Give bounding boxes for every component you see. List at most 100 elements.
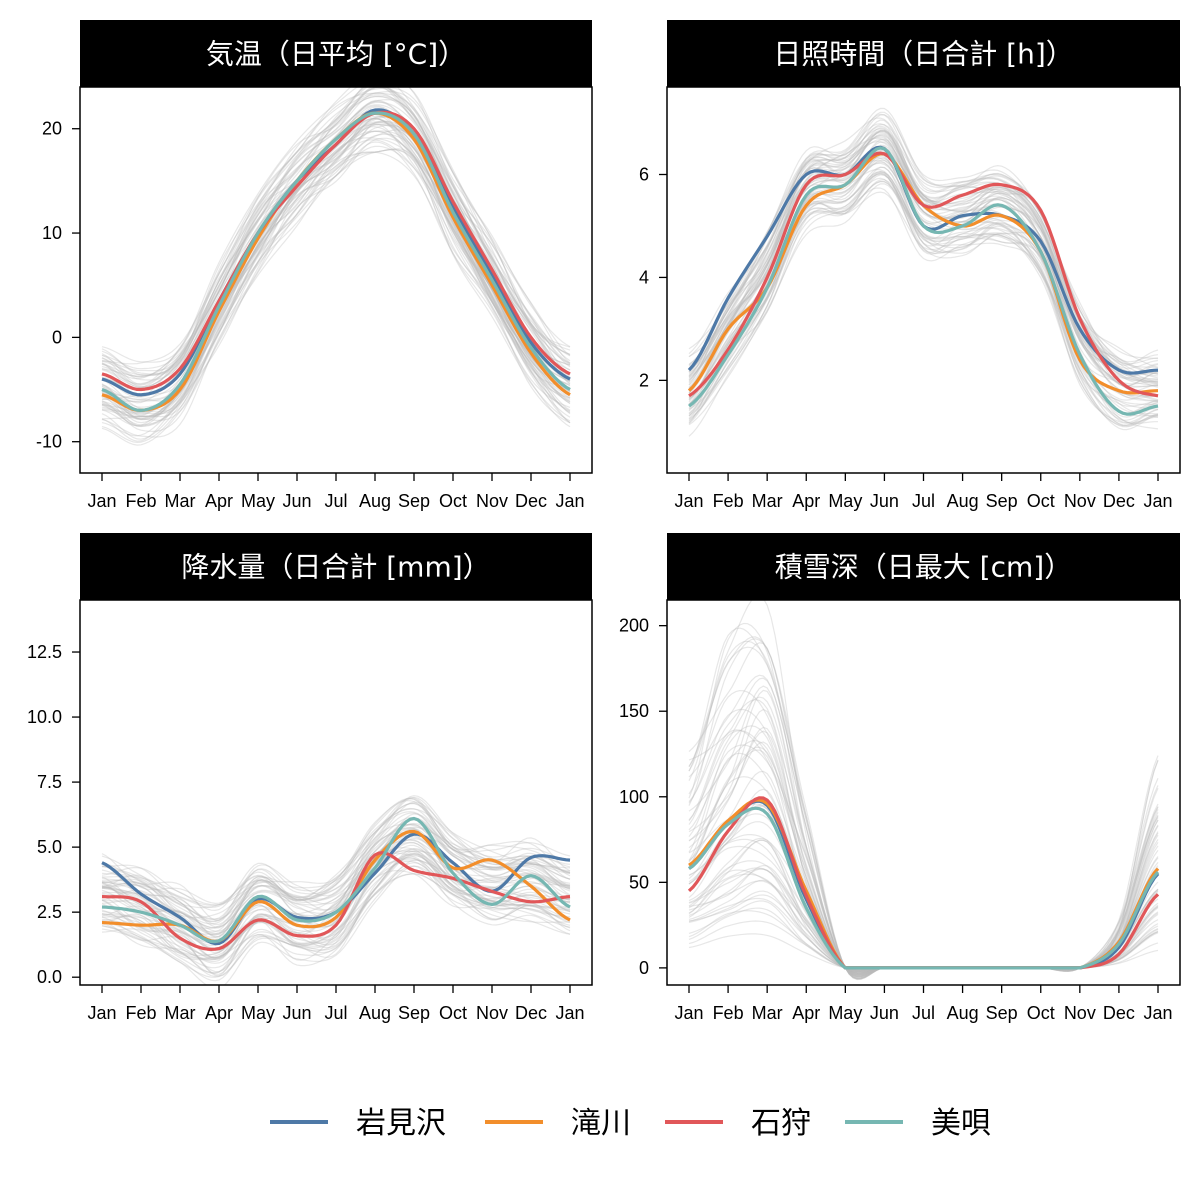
background-year-line bbox=[101, 797, 571, 906]
background-year-line bbox=[102, 855, 571, 951]
background-year-line bbox=[688, 107, 1159, 366]
background-year-line bbox=[101, 800, 571, 912]
x-tick-label: Mar bbox=[165, 491, 196, 511]
background-year-line bbox=[688, 170, 1159, 430]
y-tick-label: 0.0 bbox=[37, 967, 62, 987]
background-year-line bbox=[101, 123, 571, 426]
background-year-line bbox=[688, 148, 1159, 378]
background-year-line bbox=[101, 92, 571, 376]
legend-label: 滝川 bbox=[571, 1106, 631, 1141]
x-tick-label: Feb bbox=[125, 1003, 156, 1023]
panel-title: 日照時間（日合計 [h]） bbox=[773, 38, 1074, 71]
x-tick-label: May bbox=[828, 1003, 862, 1023]
background-year-line bbox=[688, 741, 1159, 976]
background-year-line bbox=[688, 172, 1159, 427]
series-line-4 bbox=[101, 816, 571, 944]
plot-area bbox=[687, 600, 1160, 981]
background-year-line bbox=[688, 837, 1159, 973]
panel-3: 降水量（日合計 [mm]） Jan Feb Mar Apr May Jun Jul Aug Sep… bbox=[27, 533, 593, 1023]
x-tick-label: Nov bbox=[1064, 1003, 1096, 1023]
x-tick-label: Jan bbox=[674, 491, 703, 511]
background-year-line bbox=[101, 828, 571, 941]
background-year-line bbox=[688, 868, 1159, 971]
background-year-line bbox=[101, 87, 571, 364]
background-year-line bbox=[101, 129, 571, 428]
background-year-line bbox=[688, 839, 1159, 972]
background-year-line bbox=[101, 859, 571, 974]
x-tick-label: Oct bbox=[439, 491, 467, 511]
background-year-line bbox=[688, 900, 1159, 971]
background-year-line bbox=[688, 907, 1159, 971]
background-year-line bbox=[101, 839, 571, 943]
background-year-line bbox=[101, 87, 571, 365]
x-tick-label: May bbox=[241, 1003, 275, 1023]
x-tick-label: Sep bbox=[986, 491, 1018, 511]
background-year-line bbox=[101, 834, 571, 935]
background-year-line bbox=[101, 87, 571, 380]
series-line-3 bbox=[101, 851, 571, 951]
series-line-1 bbox=[688, 799, 1160, 970]
x-tick-label: Dec bbox=[1103, 1003, 1135, 1023]
background-year-line bbox=[101, 796, 571, 921]
background-year-line bbox=[688, 179, 1159, 426]
legend-item: 美唄 bbox=[845, 1106, 991, 1141]
background-year-line bbox=[101, 87, 571, 388]
panel-strip bbox=[667, 533, 1180, 600]
background-year-line bbox=[688, 130, 1159, 384]
background-year-line bbox=[101, 104, 571, 398]
background-year-line bbox=[101, 95, 571, 391]
y-tick-label: 4 bbox=[639, 267, 649, 287]
background-year-line bbox=[688, 114, 1159, 363]
background-year-line bbox=[688, 180, 1159, 422]
y-tick-label: 2 bbox=[639, 370, 649, 390]
background-year-line bbox=[101, 148, 571, 438]
background-year-line bbox=[688, 154, 1159, 410]
background-year-line bbox=[688, 725, 1159, 976]
legend-item: 滝川 bbox=[485, 1106, 631, 1141]
panels: 気温（日平均 [°C]） Jan Feb Mar Apr May Jun Jul Aug Sep O… bbox=[27, 20, 1181, 1023]
x-tick-label: Jan bbox=[87, 491, 116, 511]
panel-strip bbox=[80, 20, 592, 87]
background-year-line bbox=[688, 839, 1159, 972]
background-year-line bbox=[101, 801, 571, 923]
x-tick-label: Nov bbox=[476, 491, 508, 511]
x-tick-label: Aug bbox=[947, 1003, 979, 1023]
series-line-3 bbox=[687, 796, 1160, 970]
x-tick-label: Jan bbox=[1143, 491, 1172, 511]
background-year-line bbox=[101, 852, 571, 960]
background-year-line bbox=[688, 910, 1159, 971]
background-year-line bbox=[688, 138, 1159, 394]
background-year-line bbox=[101, 850, 571, 961]
panel-strip bbox=[80, 533, 592, 600]
background-year-line bbox=[101, 827, 571, 952]
x-tick-label: Jun bbox=[282, 1003, 311, 1023]
x-tick-label: Sep bbox=[398, 1003, 430, 1023]
background-year-line bbox=[101, 91, 571, 375]
background-year-line bbox=[102, 808, 571, 909]
background-year-line bbox=[101, 126, 571, 418]
background-year-line bbox=[101, 837, 571, 932]
x-tick-label: Nov bbox=[1064, 491, 1096, 511]
background-year-line bbox=[101, 87, 571, 377]
background-year-line bbox=[101, 807, 571, 919]
x-tick-label: Mar bbox=[165, 1003, 196, 1023]
background-year-line bbox=[688, 845, 1159, 973]
background-year-line bbox=[101, 846, 571, 959]
background-year-line bbox=[101, 130, 571, 415]
x-tick-label: Mar bbox=[752, 491, 783, 511]
panel-title: 降水量（日合計 [mm]） bbox=[181, 551, 490, 584]
y-tick-label: -10 bbox=[36, 432, 62, 452]
background-year-line bbox=[688, 879, 1159, 971]
x-tick-label: Jan bbox=[1143, 1003, 1172, 1023]
background-year-line bbox=[101, 850, 571, 957]
x-tick-label: Jun bbox=[870, 491, 899, 511]
background-year-line bbox=[101, 797, 571, 921]
x-tick-label: Jun bbox=[282, 491, 311, 511]
background-year-line bbox=[688, 183, 1159, 426]
x-tick-label: Aug bbox=[947, 491, 979, 511]
background-year-line bbox=[101, 823, 571, 938]
background-year-line bbox=[101, 121, 571, 411]
series-line-4 bbox=[101, 111, 571, 412]
background-year-line bbox=[101, 842, 571, 960]
legend: 岩見沢 滝川 石狩 美唄 bbox=[270, 1106, 991, 1141]
